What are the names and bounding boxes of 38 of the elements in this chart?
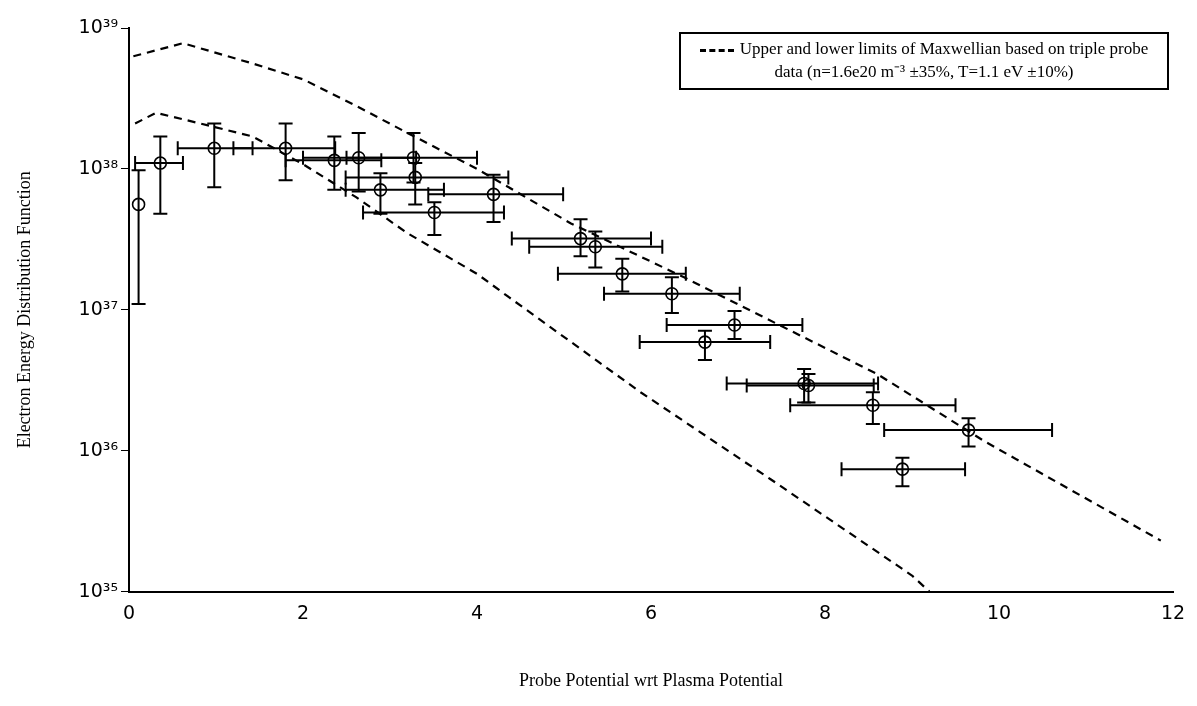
x-tick-label: 2 <box>296 600 310 623</box>
point <box>131 197 146 212</box>
point <box>588 240 603 254</box>
point <box>797 376 811 391</box>
point <box>801 378 816 393</box>
point <box>427 205 442 220</box>
point <box>961 423 976 437</box>
point <box>698 335 712 349</box>
line-series <box>132 42 1162 542</box>
point <box>895 462 910 476</box>
point <box>351 150 366 165</box>
point <box>615 267 630 281</box>
x-axis-title: Probe Potential wrt Plasma Potential <box>519 669 783 690</box>
point <box>207 141 222 156</box>
x-tick-label: 0 <box>122 600 136 623</box>
point <box>406 150 421 165</box>
point <box>408 170 423 185</box>
y-tick-label: 10³⁵ <box>78 578 119 601</box>
legend-label: Upper and lower limits of Maxwellian based on triple probe data (n=1.6e20 m⁻³ ±35%, T=1.1 eV ±10%) <box>739 39 1149 81</box>
point <box>153 156 168 170</box>
point <box>866 398 880 413</box>
y-tick-label: 10³⁷ <box>78 296 119 319</box>
point <box>573 231 588 246</box>
x-tick-label: 10 <box>986 600 1012 623</box>
y-axis-title: Electron Energy Distribution Function <box>13 171 34 449</box>
point <box>373 183 388 197</box>
point <box>665 286 679 301</box>
point <box>486 187 501 202</box>
x-tick-label: 8 <box>818 600 832 623</box>
y-tick-label: 10³⁸ <box>78 155 119 178</box>
x-tick-label: 4 <box>470 600 484 623</box>
point <box>278 141 293 156</box>
point <box>327 153 342 168</box>
point <box>727 318 742 332</box>
y-tick-label: 10³⁶ <box>78 437 119 460</box>
x-tick-label: 12 <box>1160 600 1186 623</box>
x-tick-label: 6 <box>644 600 658 623</box>
y-tick-label: 10³⁹ <box>78 14 119 37</box>
